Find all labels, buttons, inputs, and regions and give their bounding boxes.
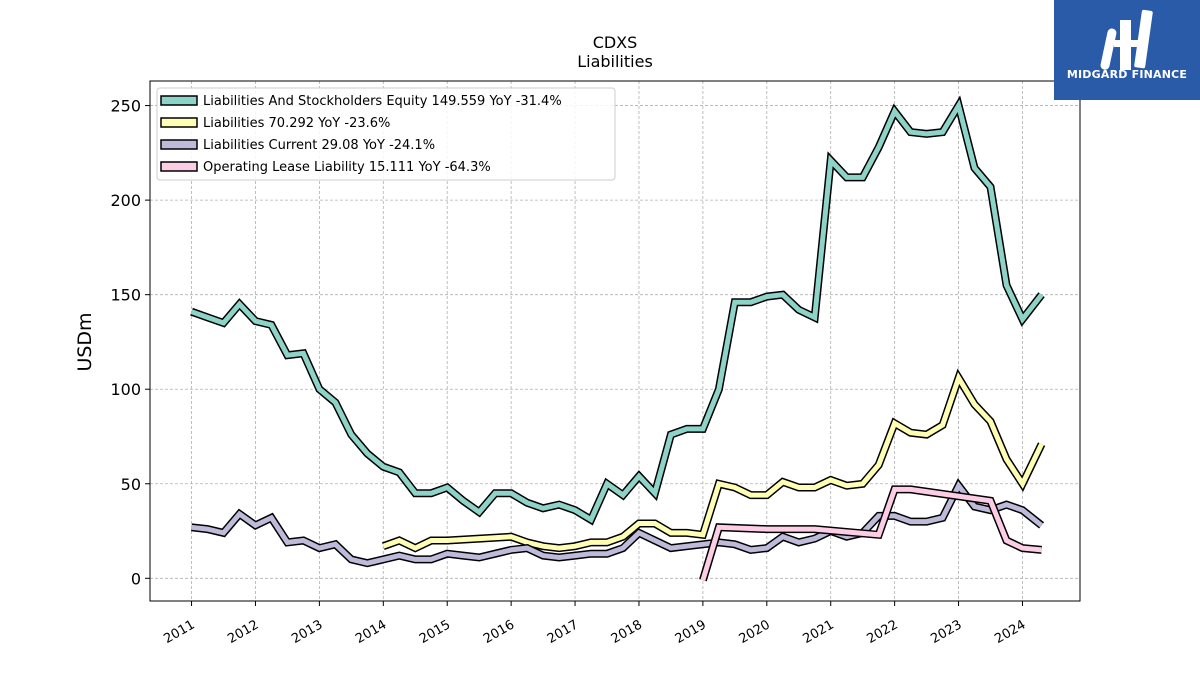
y-tick-label: 150	[110, 286, 141, 305]
x-tick-label: 2017	[545, 617, 581, 647]
y-tick-label: 250	[110, 97, 141, 116]
y-tick-label: 200	[110, 191, 141, 210]
x-tick-label: 2013	[289, 617, 325, 647]
legend: Liabilities And Stockholders Equity 149.…	[156, 87, 616, 181]
series-1	[190, 95, 1045, 526]
chart-title: CDXS	[593, 33, 638, 52]
legend-label: Liabilities 70.292 YoY -23.6%	[203, 116, 390, 131]
series-layer	[190, 95, 1046, 582]
y-tick-label: 50	[121, 475, 141, 494]
x-tick-label: 2016	[481, 617, 517, 647]
x-tick-label: 2020	[737, 617, 773, 647]
y-tick-label: 0	[131, 569, 141, 588]
series-4	[699, 485, 1042, 582]
legend-label: Liabilities And Stockholders Equity 149.…	[203, 94, 562, 109]
series-line	[700, 486, 1042, 581]
series-line	[382, 371, 1044, 551]
legend-swatch	[160, 117, 198, 128]
series-2	[381, 368, 1046, 553]
x-tick-label: 2011	[161, 617, 197, 647]
series-3	[191, 478, 1045, 568]
series-line	[191, 480, 1044, 566]
y-tick-label: 100	[110, 380, 141, 399]
x-tick-label: 2012	[225, 617, 261, 647]
logo: MIDGARD FINANCE	[1054, 0, 1200, 100]
x-tick-label: 2014	[353, 617, 389, 647]
x-tick-label: 2022	[864, 617, 900, 647]
y-axis-label: USDm	[74, 312, 96, 371]
x-tick-label: 2021	[801, 617, 837, 647]
logo-mark-icon	[1100, 9, 1153, 70]
legend-swatch	[160, 139, 198, 150]
x-tick-label: 2024	[992, 617, 1028, 647]
x-tick-label: 2019	[673, 617, 709, 647]
logo-text: MIDGARD FINANCE	[1066, 68, 1188, 81]
legend-label: Liabilities Current 29.08 YoY -24.1%	[203, 138, 435, 153]
legend-box	[156, 87, 616, 181]
plot-frame	[149, 80, 1081, 602]
x-tick-label: 2018	[609, 617, 645, 647]
legend-label: Operating Lease Liability 15.111 YoY -64…	[203, 160, 491, 175]
grid	[150, 81, 1080, 601]
legend-swatch	[160, 161, 198, 172]
x-tick-label: 2023	[928, 617, 964, 647]
series-line	[190, 99, 1044, 524]
chart-subtitle: Liabilities	[577, 52, 653, 71]
legend-swatch	[160, 95, 198, 106]
x-tick-label: 2015	[417, 617, 453, 647]
